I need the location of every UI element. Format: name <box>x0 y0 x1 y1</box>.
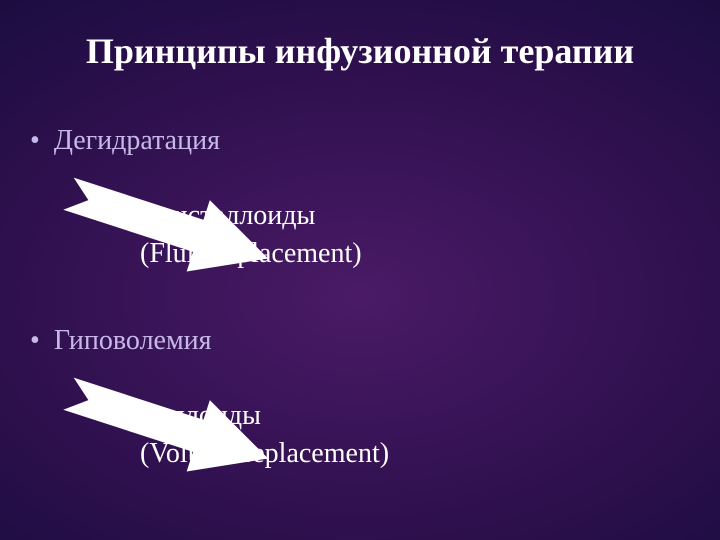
bullet-2: •Гиповолемия <box>30 325 212 357</box>
sub-1: Кристаллоиды <box>140 200 315 232</box>
bullet-1-dot: • <box>30 125 54 156</box>
sub-4: (Volume replacement) <box>140 438 389 470</box>
bullet-2-dot: • <box>30 325 54 356</box>
sub-2: (Fluid replacement) <box>140 238 362 270</box>
bullet-1: •Дегидратация <box>30 125 220 157</box>
bullet-2-label: Гиповолемия <box>54 325 212 356</box>
slide: Принципы инфузионной терапии •Дегидратац… <box>0 0 720 540</box>
bullet-1-label: Дегидратация <box>54 125 220 156</box>
slide-title: Принципы инфузионной терапии <box>0 30 720 72</box>
sub-3: Коллоиды <box>140 400 261 432</box>
